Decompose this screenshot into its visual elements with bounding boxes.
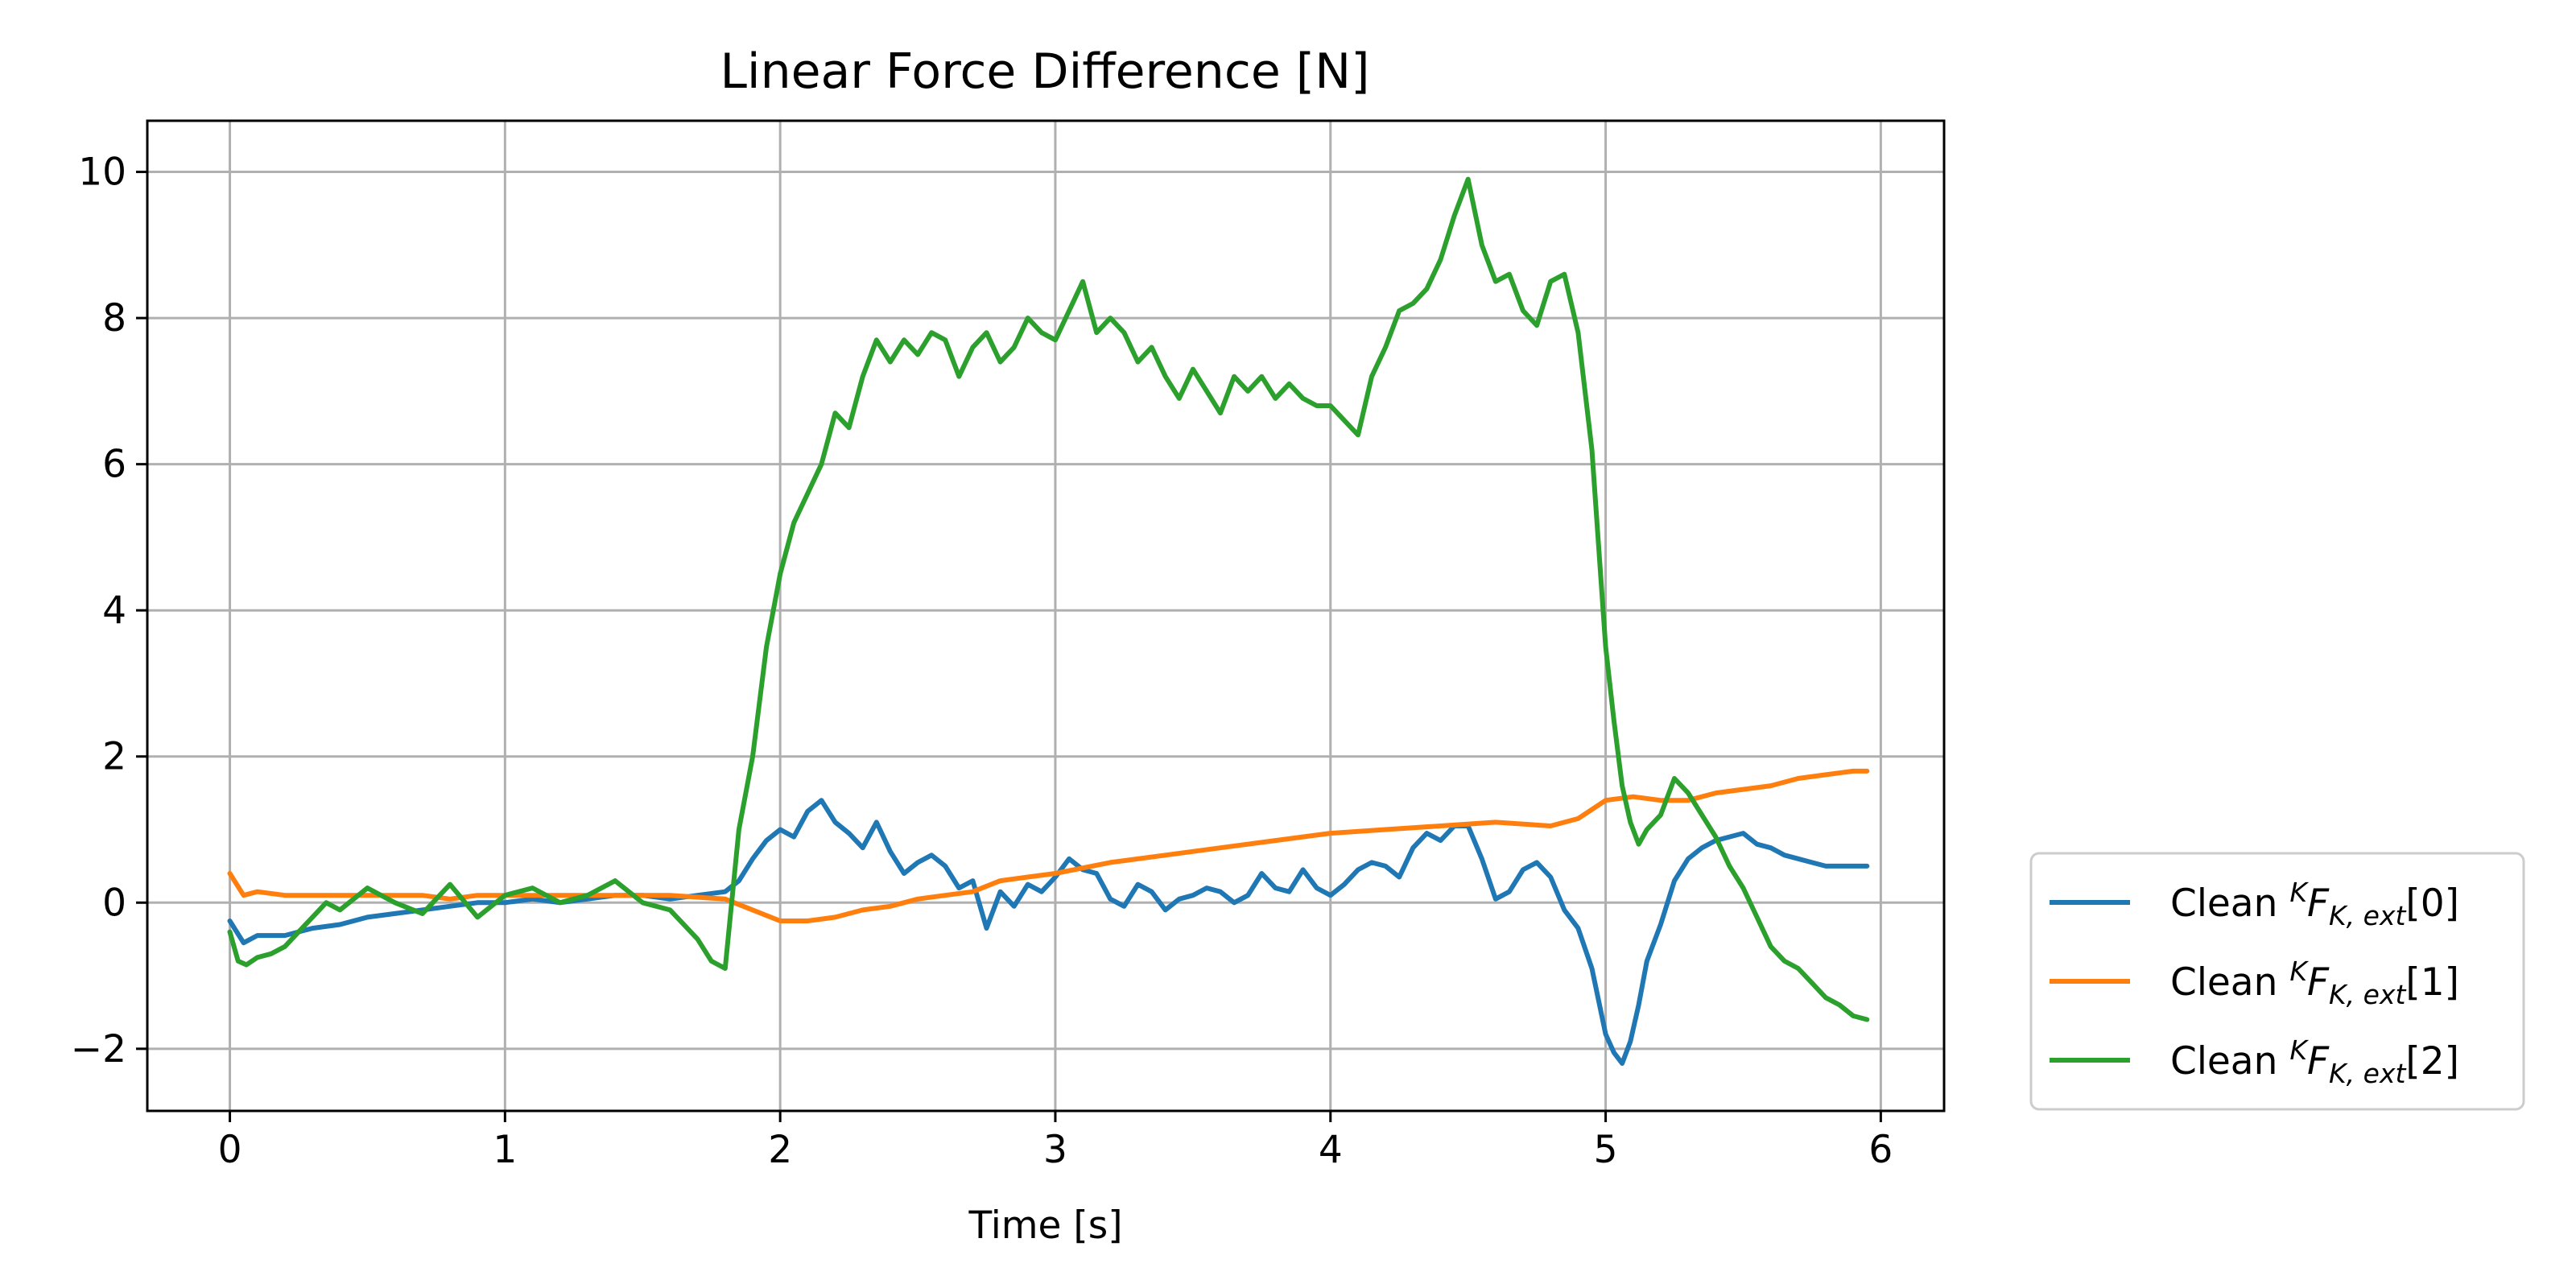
x-tick-label: 6 <box>1868 1128 1893 1172</box>
y-tick-label: 6 <box>102 443 126 487</box>
series-line-2 <box>227 176 1870 1022</box>
y-tick-label: 10 <box>78 151 126 195</box>
x-axis: 0 1 2 3 4 5 6 <box>218 1111 1893 1172</box>
plot-frame <box>146 119 1946 1113</box>
x-tick-label: 0 <box>218 1128 242 1172</box>
legend-label-0: Clean KFK, ext[0] <box>2170 877 2459 931</box>
y-axis: −2 0 2 4 6 8 10 <box>71 151 147 1071</box>
y-tick-label: −2 <box>71 1027 126 1071</box>
x-tick-label: 1 <box>493 1128 517 1172</box>
x-tick-label: 5 <box>1594 1128 1618 1172</box>
y-tick-label: 4 <box>102 588 126 633</box>
legend-box <box>2029 852 2525 1111</box>
series-layer <box>227 176 1870 1066</box>
y-tick-label: 8 <box>102 296 126 341</box>
x-tick-label: 4 <box>1319 1128 1343 1172</box>
x-axis-label: Time [s] <box>968 1203 1122 1248</box>
x-tick-label: 3 <box>1043 1128 1067 1172</box>
legend-label-1: Clean KFK, ext[1] <box>2170 956 2459 1010</box>
chart-title: Linear Force Difference [N] <box>720 43 1369 100</box>
legend-label-2: Clean KFK, ext[2] <box>2170 1034 2459 1089</box>
legend: Clean KFK, ext[0] Clean KFK, ext[1] Clean … <box>2029 852 2525 1111</box>
series-line-1 <box>227 768 1870 923</box>
y-tick-label: 2 <box>102 735 126 779</box>
y-tick-label: 0 <box>102 881 126 925</box>
grid <box>147 121 1944 1111</box>
x-tick-label: 2 <box>768 1128 792 1172</box>
